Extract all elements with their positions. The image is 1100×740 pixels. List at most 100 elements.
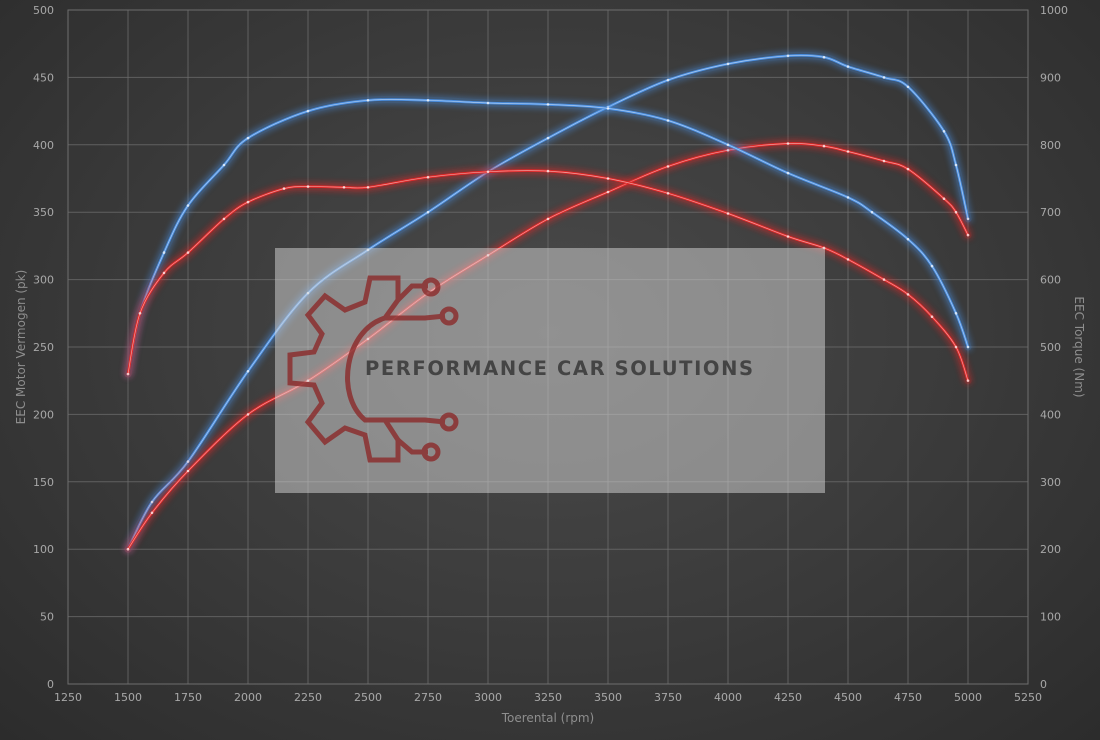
data-point (666, 78, 670, 82)
data-point (846, 258, 850, 261)
data-point (906, 85, 910, 89)
data-point (162, 271, 166, 275)
data-point (846, 65, 850, 68)
data-point (846, 150, 850, 153)
data-point (186, 460, 190, 463)
data-point (930, 315, 934, 319)
y-left-axis-title: EEC Motor Vermogen (pk) (14, 270, 28, 425)
gear-circuit-logo (287, 275, 459, 463)
data-point (666, 192, 670, 195)
data-point (786, 171, 790, 175)
x-tick-label: 3250 (534, 691, 562, 704)
data-point (666, 119, 670, 122)
series-highlight (127, 170, 969, 382)
data-point (606, 190, 610, 194)
y-left-tick-label: 400 (33, 139, 54, 152)
data-point (942, 130, 946, 133)
x-tick-label: 2750 (414, 691, 442, 704)
y-left-tick-label: 300 (33, 274, 54, 287)
data-point (222, 163, 226, 167)
x-tick-label: 1750 (174, 691, 202, 704)
data-point (822, 55, 826, 59)
data-point (162, 251, 166, 254)
y-left-tick-label: 100 (33, 543, 54, 556)
y-right-tick-label: 0 (1040, 678, 1047, 691)
data-point (246, 200, 250, 204)
data-point (426, 175, 430, 179)
series-highlight (127, 143, 969, 550)
series-2 (124, 95, 972, 378)
data-point (306, 109, 310, 113)
x-tick-label: 3000 (474, 691, 502, 704)
data-point (246, 136, 250, 140)
data-point (306, 185, 310, 188)
data-point (726, 143, 730, 147)
x-tick-label: 4250 (774, 691, 802, 704)
data-point (546, 103, 550, 106)
data-point (882, 159, 886, 163)
data-point (186, 204, 190, 207)
y-right-tick-label: 900 (1040, 71, 1061, 84)
y-right-tick-label: 400 (1040, 408, 1061, 421)
y-left-tick-label: 50 (40, 611, 54, 624)
data-point (966, 233, 970, 237)
x-axis-title: Toerental (rpm) (501, 711, 594, 725)
data-point (954, 345, 958, 349)
y-left-tick-label: 250 (33, 341, 54, 354)
data-point (942, 197, 946, 200)
data-point (186, 469, 190, 473)
data-point (822, 144, 826, 148)
data-point (966, 345, 970, 349)
data-point (726, 148, 730, 152)
data-point (546, 136, 550, 140)
data-point (906, 293, 910, 296)
x-tick-label: 1250 (54, 691, 82, 704)
y-right-tick-label: 600 (1040, 274, 1061, 287)
data-point (606, 177, 610, 180)
data-point (966, 379, 970, 383)
x-tick-label: 2250 (294, 691, 322, 704)
data-point (726, 62, 730, 66)
data-point (870, 210, 874, 214)
x-tick-label: 2000 (234, 691, 262, 704)
x-tick-label: 2500 (354, 691, 382, 704)
y-left-tick-label: 450 (33, 71, 54, 84)
series-3 (124, 167, 972, 385)
y-left-tick-label: 500 (33, 4, 54, 17)
watermark-text: PERFORMANCE CAR SOLUTIONS (365, 357, 755, 380)
y-left-tick-label: 150 (33, 476, 54, 489)
data-point (786, 235, 790, 238)
data-point (666, 165, 670, 168)
data-point (150, 500, 154, 504)
data-point (186, 251, 190, 254)
data-point (246, 370, 250, 373)
data-point (246, 413, 250, 416)
x-tick-label: 3500 (594, 691, 622, 704)
x-tick-label: 3750 (654, 691, 682, 704)
watermark: PERFORMANCE CAR SOLUTIONS (275, 248, 825, 493)
y-right-tick-label: 100 (1040, 611, 1061, 624)
y-right-tick-label: 500 (1040, 341, 1061, 354)
tick-labels: 1250 1500 1750 2000 2250 2500 2750 3000 3250 3500… (33, 4, 1068, 704)
data-point (282, 187, 286, 190)
x-tick-label: 4500 (834, 691, 862, 704)
data-point (486, 170, 490, 174)
data-point (426, 210, 430, 214)
x-tick-label: 1500 (114, 691, 142, 704)
data-point (366, 186, 370, 189)
data-point (126, 547, 130, 551)
y-left-tick-label: 200 (33, 408, 54, 421)
y-left-tick-label: 0 (47, 678, 54, 691)
data-point (930, 264, 934, 268)
data-point (606, 107, 610, 110)
data-point (882, 278, 886, 281)
plot-frame (67, 9, 1029, 685)
data-point (786, 142, 790, 145)
data-point (366, 99, 370, 102)
x-tick-label: 5250 (1014, 691, 1042, 704)
y-right-tick-label: 300 (1040, 476, 1061, 489)
data-point (954, 210, 958, 214)
data-point (966, 217, 970, 221)
data-point (786, 54, 790, 58)
